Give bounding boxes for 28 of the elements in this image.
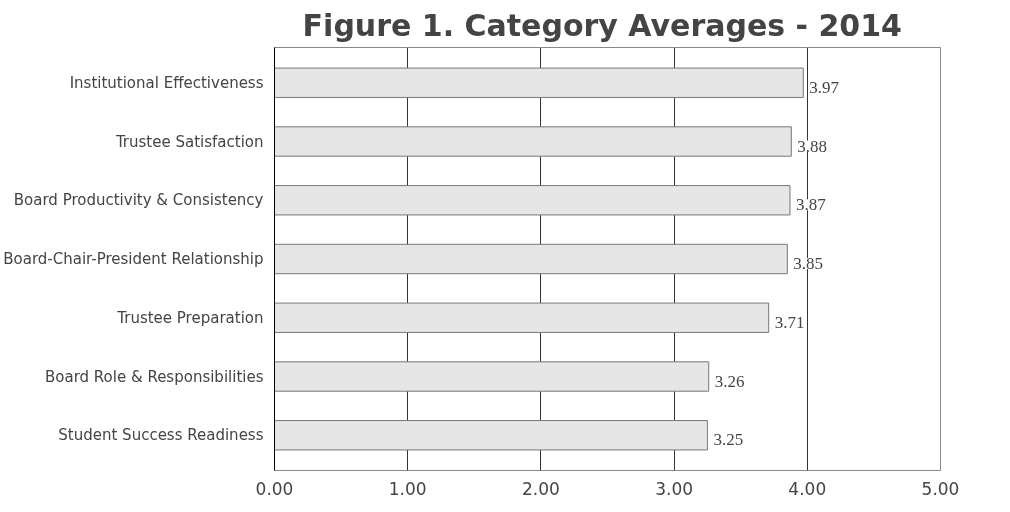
bar bbox=[274, 420, 708, 451]
x-tick-label: 1.00 bbox=[388, 478, 427, 499]
data-label: 3.87 bbox=[795, 195, 827, 215]
chart-title: Figure 1. Category Averages - 2014 bbox=[302, 7, 902, 43]
data-label: 3.85 bbox=[793, 254, 824, 273]
y-tick-label: Institutional Effectiveness bbox=[69, 73, 264, 92]
bar bbox=[274, 185, 791, 216]
data-label: 3.97 bbox=[809, 77, 840, 97]
data-label: 3.88 bbox=[797, 136, 828, 156]
y-tick-label: Trustee Preparation bbox=[116, 308, 264, 327]
bar bbox=[274, 67, 804, 98]
y-tick-label: Board Productivity & Consistency bbox=[13, 191, 264, 210]
bar bbox=[274, 126, 792, 157]
y-tick-label: Board Role & Responsibilities bbox=[45, 367, 264, 386]
x-tick-label: 3.00 bbox=[655, 478, 694, 499]
y-tick-label: Student Success Readiness bbox=[58, 426, 264, 445]
x-tick-label: 4.00 bbox=[788, 478, 827, 499]
bar bbox=[274, 302, 770, 333]
x-tick-label: 0.00 bbox=[255, 478, 294, 499]
data-label: 3.26 bbox=[714, 371, 745, 391]
data-label: 3.71 bbox=[774, 312, 805, 332]
bar bbox=[274, 243, 788, 275]
y-tick-label: Trustee Satisfaction bbox=[114, 132, 264, 151]
x-tick-label: 5.00 bbox=[921, 478, 960, 499]
bar bbox=[274, 361, 710, 392]
data-label: 3.25 bbox=[713, 430, 744, 450]
y-tick-label: Board-Chair-President Relationship bbox=[3, 250, 264, 268]
x-tick-label: 2.00 bbox=[521, 478, 560, 499]
